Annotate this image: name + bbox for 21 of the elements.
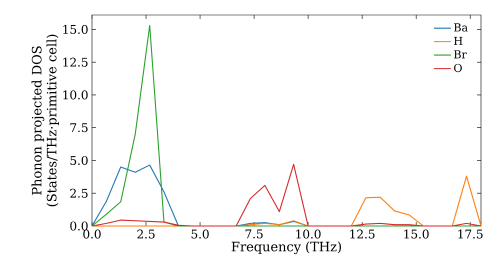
x-axis-title: Frequency (THz) (232, 241, 341, 254)
legend-label: Br (454, 50, 467, 58)
y-tick-label: 15.0 (63, 24, 88, 34)
x-tick-label: 2.5 (137, 230, 155, 239)
x-tick-label: 5.0 (192, 230, 209, 239)
x-tick-label: 17.5 (458, 230, 483, 239)
y-tick-label: 5.0 (70, 156, 88, 165)
x-tick-label: 15.0 (404, 230, 429, 239)
x-tick-label: 0.0 (83, 230, 101, 239)
y-tick-label: 7.5 (70, 123, 88, 132)
x-tick-label: 10.0 (296, 230, 321, 239)
y-axis-title: Phonon projected DOS (States/THz·primitive cell) (32, 34, 60, 206)
legend-label: H (454, 36, 462, 45)
x-tick-label: 7.5 (246, 230, 263, 238)
x-tick-label: 12.5 (350, 230, 375, 239)
legend-label: Ba (454, 23, 468, 32)
y-tick-label: 2.5 (70, 188, 88, 198)
legend-label: O (454, 64, 462, 72)
y-tick-label: 10.0 (63, 90, 88, 100)
y-tick-label: 0.0 (70, 221, 88, 231)
y-tick-label: 12.5 (63, 58, 88, 67)
